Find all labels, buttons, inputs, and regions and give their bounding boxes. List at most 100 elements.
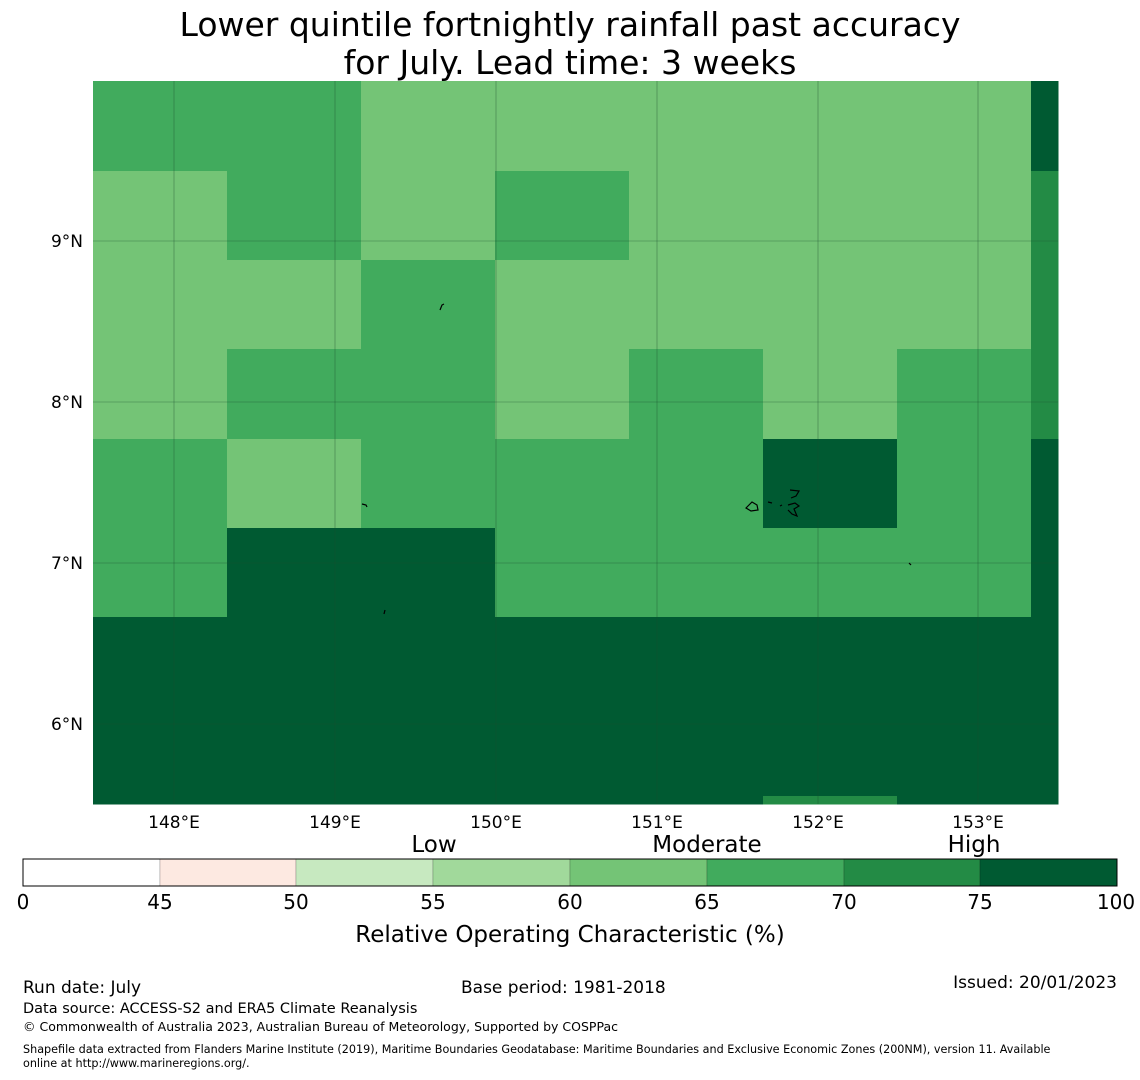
map-grid-cell [495, 528, 630, 618]
map-grid-cell [763, 81, 898, 172]
base-period: Base period: 1981-2018 [461, 978, 666, 998]
colorbar-axis-label: Relative Operating Characteristic (%) [355, 922, 784, 948]
lon-tick-label: 150°E [470, 813, 522, 833]
colorbar-segment [22, 858, 161, 887]
map-grid-cell [227, 439, 362, 529]
map-grid-cell [629, 81, 764, 172]
category-label-moderate: Moderate [652, 832, 761, 858]
map-grid-cell [1031, 796, 1059, 805]
map-grid-cell [629, 439, 764, 529]
colorbar-segment [979, 858, 1118, 887]
map-grid-cell [897, 171, 1032, 261]
map-grid-cell [1031, 349, 1059, 440]
colorbar-segment [843, 858, 981, 887]
map-grid-cell [1031, 617, 1059, 708]
map-grid-cell [93, 796, 228, 805]
map-grid-cell [495, 171, 630, 261]
colorbar-frame [22, 858, 1118, 887]
map-grid-cell [227, 707, 362, 797]
map-grid-cell [495, 707, 630, 797]
copyright-notice: © Commonwealth of Australia 2023, Austra… [23, 1019, 618, 1034]
map-grid-cell [763, 171, 898, 261]
map-grid-cell [93, 617, 228, 708]
island-outlines [361, 303, 912, 615]
island-outline [767, 501, 773, 504]
map-grid-cell [763, 528, 898, 618]
issued-date: Issued: 20/01/2023 [953, 973, 1117, 993]
island-outline [439, 303, 445, 311]
island-outline [908, 562, 912, 566]
lon-tick-label: 149°E [309, 813, 361, 833]
map-grid-cell [495, 81, 630, 172]
colorbar-tick-label: 45 [147, 890, 172, 914]
map-grid-cell [93, 171, 228, 261]
map-grid-cell [1031, 81, 1059, 172]
map-grid-cell [763, 439, 898, 529]
map-grid-cell [361, 528, 496, 618]
lat-tick-label: 6°N [51, 715, 83, 735]
map-grid-cell [227, 81, 362, 172]
map-grid-cell [763, 349, 898, 440]
map-grid-cell [227, 349, 362, 440]
colorbar-tick-label: 65 [694, 890, 719, 914]
map-grid-cell [1031, 260, 1059, 350]
map-grid-cell [93, 439, 228, 529]
colorbar-tick-label: 75 [967, 890, 992, 914]
island-outline [745, 501, 759, 512]
map-grid-cell [763, 617, 898, 708]
map-grid-cell [93, 707, 228, 797]
colorbar-segment [706, 858, 845, 887]
map-grid-cell [495, 439, 630, 529]
map-grid-cell [93, 260, 228, 350]
data-source: Data source: ACCESS-S2 and ERA5 Climate … [23, 1001, 418, 1017]
title-line-2: for July. Lead time: 3 weeks [343, 43, 797, 82]
map-grid-cell [763, 707, 898, 797]
map-grid-cell [629, 796, 764, 805]
map-grid-cell [495, 349, 630, 440]
map-grid-cell [897, 617, 1032, 708]
map-grid-cell [227, 528, 362, 618]
lon-tick-label: 153°E [952, 813, 1004, 833]
map-grid-cell [897, 439, 1032, 529]
map-grid-cell [361, 617, 496, 708]
colorbar-tick-label: 0 [17, 890, 30, 914]
colorbar-segment [295, 858, 434, 887]
lat-tick-label: 9°N [51, 232, 83, 252]
category-label-low: Low [411, 832, 456, 858]
colorbar-segment [432, 858, 571, 887]
map-grid-cells [93, 81, 1059, 805]
map-grid-cell [629, 171, 764, 261]
colorbar-tick-label: 100 [1097, 890, 1135, 914]
title-line-1: Lower quintile fortnightly rainfall past… [179, 5, 961, 44]
map-grid-cell [629, 349, 764, 440]
map-grid-cell [1031, 439, 1059, 529]
map-grid-cell [361, 81, 496, 172]
colorbar-tick-label: 70 [831, 890, 856, 914]
map-grid-cell [629, 260, 764, 350]
map-grid-cell [361, 171, 496, 261]
map-grid-cell [1031, 707, 1059, 797]
map-grid-cell [1031, 171, 1059, 261]
map-grid-cell [763, 796, 898, 805]
map-grid-cell [629, 617, 764, 708]
map-grid-cell [897, 796, 1032, 805]
island-outline [361, 503, 368, 508]
island-outline [383, 609, 386, 615]
lon-tick-label: 152°E [792, 813, 844, 833]
lat-tick-label: 7°N [51, 554, 83, 574]
latitude-ticks: 9°N 8°N 7°N 6°N [51, 232, 83, 735]
map-grid-cell [361, 796, 496, 805]
map-grid-cell [1031, 528, 1059, 618]
map-grid-cell [629, 707, 764, 797]
map-grid-cell [495, 796, 630, 805]
map-grid-cell [361, 349, 496, 440]
map-grid-cell [629, 528, 764, 618]
colorbar [22, 858, 1118, 887]
map-grid-cell [227, 617, 362, 708]
shapefile-attribution-line-1: Shapefile data extracted from Flanders M… [23, 1043, 1051, 1056]
run-date: Run date: July [23, 978, 142, 998]
map-grid-cell [361, 439, 496, 529]
map-grid-cell [361, 260, 496, 350]
map-title: Lower quintile fortnightly rainfall past… [0, 6, 1140, 82]
